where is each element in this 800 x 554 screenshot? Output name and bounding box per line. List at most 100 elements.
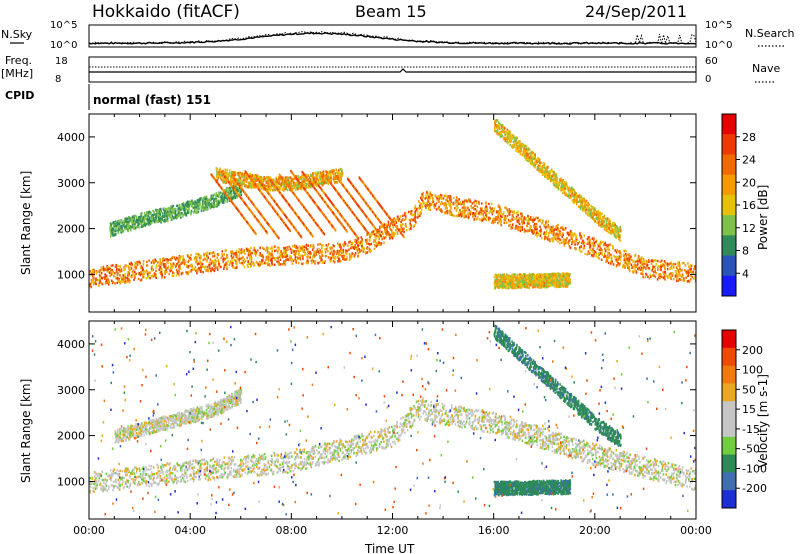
data-cell: [462, 209, 464, 212]
data-cell: [304, 252, 307, 255]
data-cell: [501, 215, 503, 218]
data-cell: [151, 265, 154, 268]
data-cell: [226, 168, 228, 172]
data-cell: [644, 259, 646, 262]
data-cell: [231, 176, 234, 180]
data-cell: [332, 170, 334, 174]
data-cell: [571, 194, 574, 198]
data-cell: [476, 205, 479, 209]
data-cell: [503, 136, 505, 139]
data-cell: [387, 222, 389, 226]
data-cell: [608, 251, 610, 255]
data-cell: [275, 176, 278, 179]
data-cell: [321, 182, 324, 185]
data-cell: [155, 208, 157, 212]
data-cell: [276, 251, 279, 254]
data-cell: [423, 202, 425, 205]
data-cell: [564, 193, 567, 197]
data-cell: [295, 246, 297, 249]
data-cell: [351, 252, 353, 255]
nsky-panel: [88, 24, 697, 48]
data-cell: [211, 261, 214, 264]
data-cell: [99, 281, 102, 284]
data-cell: [251, 260, 253, 264]
data-cell: [414, 217, 416, 220]
data-cell: [295, 261, 297, 264]
data-cell: [599, 242, 602, 246]
data-cell: [296, 249, 299, 252]
data-cell: [241, 182, 243, 185]
data-cell: [644, 266, 647, 269]
data-cell: [543, 223, 545, 227]
data-cell: [187, 264, 190, 268]
data-cell: [321, 254, 324, 257]
data-cell: [107, 283, 110, 286]
data-cell: [508, 220, 510, 223]
data-cell: [444, 202, 447, 205]
data-cell: [239, 261, 241, 265]
data-cell: [274, 182, 277, 185]
data-cell: [434, 204, 437, 208]
data-cell: [552, 233, 555, 237]
data-cell: [130, 229, 132, 232]
data-cell: [329, 252, 331, 255]
data-cell: [552, 228, 554, 232]
data-cell: [150, 261, 153, 264]
data-cell: [542, 232, 545, 235]
data-cell: [311, 182, 314, 185]
data-cell: [606, 227, 609, 230]
data-cell: [141, 220, 143, 224]
date-label: 24/Sep/2011: [585, 2, 687, 21]
data-cell: [152, 209, 154, 213]
data-cell: [326, 179, 328, 182]
data-cell: [548, 226, 551, 230]
data-cell: [299, 185, 301, 189]
data-cell: [115, 268, 118, 271]
nsky-tick-top: 10^5: [50, 20, 77, 31]
data-cell: [143, 270, 145, 273]
data-cell: [482, 218, 485, 221]
data-cell: [264, 177, 266, 181]
data-cell: [282, 255, 284, 258]
data-cell: [116, 273, 119, 276]
data-cell: [338, 245, 341, 248]
data-cell: [216, 173, 218, 176]
nave-tick-bottom: 0: [705, 74, 711, 85]
data-cell: [582, 247, 585, 250]
data-cell: [464, 209, 467, 212]
data-cell: [171, 266, 173, 270]
data-cell: [195, 211, 197, 214]
data-cell: [311, 261, 313, 265]
data-cell: [463, 200, 466, 203]
data-cell: [616, 264, 618, 267]
data-cell: [404, 217, 407, 221]
data-cell: [233, 185, 236, 188]
data-cell: [392, 223, 394, 227]
data-cell: [338, 176, 341, 179]
data-cell: [279, 263, 282, 266]
data-cell: [429, 192, 432, 195]
nsearch-label: N.Search: [745, 27, 795, 40]
data-cell: [117, 230, 120, 233]
data-cell: [406, 229, 408, 232]
data-cell: [502, 138, 505, 141]
data-cell: [159, 262, 161, 265]
data-cell: [694, 275, 696, 278]
data-cell: [418, 200, 420, 203]
data-cell: [242, 250, 244, 253]
data-cell: [321, 175, 323, 178]
data-cell: [533, 225, 535, 228]
data-cell: [315, 175, 318, 178]
data-cell: [200, 264, 202, 267]
data-cell: [106, 269, 109, 273]
data-cell: [562, 228, 564, 231]
data-cell: [116, 228, 119, 232]
data-cell: [226, 172, 228, 175]
data-cell: [321, 246, 323, 250]
data-cell: [375, 245, 378, 248]
data-cell: [588, 238, 590, 241]
data-cell: [613, 235, 616, 238]
data-cell: [133, 269, 135, 272]
data-cell: [673, 263, 675, 266]
data-cell: [230, 251, 232, 254]
